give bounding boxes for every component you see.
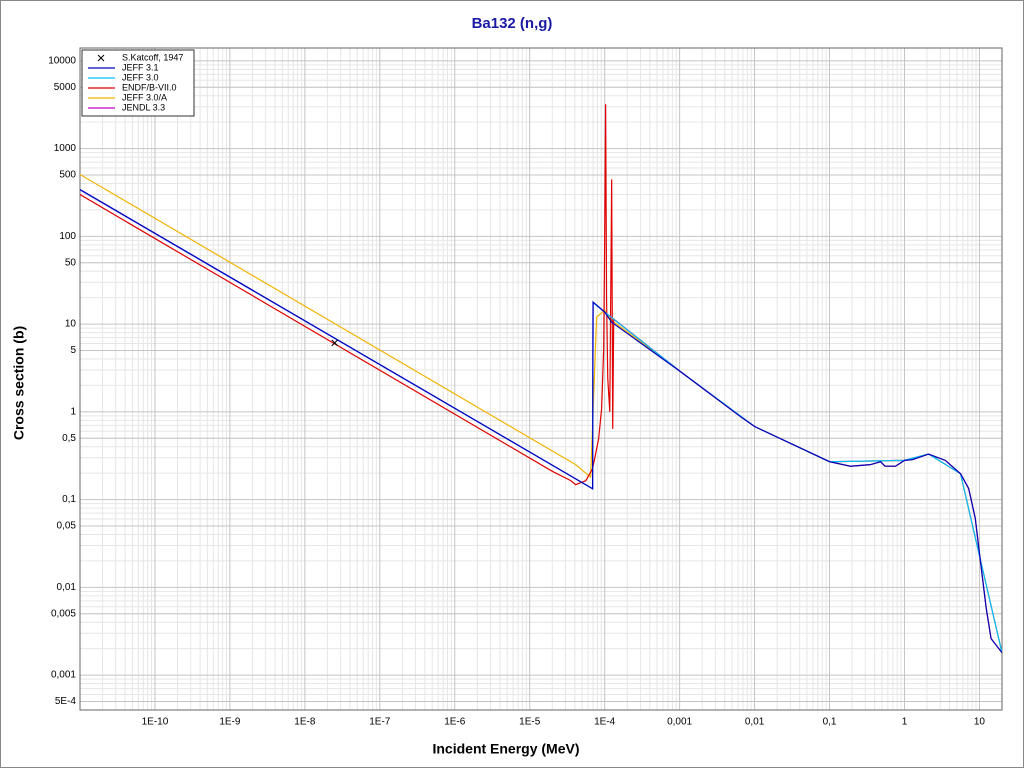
x-tick-label: 1E-9: [219, 717, 241, 728]
y-tick-label: 0,1: [62, 494, 76, 505]
series-line: [80, 188, 1002, 654]
chart-title: Ba132 (n,g): [472, 15, 553, 32]
y-tick-label: 5: [70, 345, 76, 356]
x-tick-label: 1: [902, 717, 908, 728]
legend-label: JEFF 3.0/A: [122, 92, 167, 102]
legend-box: [81, 49, 195, 117]
legend-label: JENDL 3.3: [122, 102, 165, 112]
plot-border: [79, 47, 1003, 711]
x-tick-label: 0,001: [667, 717, 692, 728]
y-tick-label: 10: [65, 319, 77, 330]
y-tick-label: 1000: [54, 143, 77, 154]
y-tick-label: 0,05: [57, 521, 77, 532]
y-tick-label: 0,005: [51, 608, 76, 619]
plot-background: [80, 48, 1002, 710]
y-tick-label: 1: [70, 406, 76, 417]
y-tick-label: 50: [65, 257, 77, 268]
legend-label: JEFF 3.1: [122, 62, 159, 72]
data-point: [331, 339, 339, 347]
x-tick-label: 1E-7: [369, 717, 391, 728]
plot-area: [80, 104, 1002, 654]
legend-label: ENDF/B-VII.0: [122, 82, 177, 92]
y-tick-label: 10000: [48, 55, 76, 66]
x-tick-label: 10: [974, 717, 986, 728]
y-tick-label: 500: [59, 170, 76, 181]
y-tick-label: 5000: [54, 82, 77, 93]
y-tick-label: 5E-4: [55, 696, 77, 707]
grid: 1E-10 1E-9 1E-8 1E-7 1E-6 1E-5 1E-4 0,001 0,01 0,…: [48, 47, 1003, 728]
x-axis-label: Incident Energy (MeV): [432, 741, 579, 757]
y-tick-label: 0,001: [51, 670, 76, 681]
x-tick-label: 1E-5: [519, 717, 541, 728]
y-tick-label: 100: [59, 231, 76, 242]
x-tick-label: 1E-10: [142, 717, 169, 728]
legend-label: JEFF 3.0: [122, 72, 159, 82]
y-tick-label: 0,5: [62, 433, 76, 444]
x-tick-label: 0,01: [745, 717, 765, 728]
legend-label: S.Katcoff, 1947: [122, 52, 183, 62]
x-tick-label: 1E-8: [294, 717, 316, 728]
x-tick-label: 1E-4: [594, 717, 616, 728]
x-tick-label: 0,1: [823, 717, 837, 728]
y-axis-label: Cross section (b): [11, 326, 27, 440]
y-tick-label: 0,01: [57, 582, 77, 593]
x-tick-label: 1E-6: [444, 717, 466, 728]
legend-marker: [97, 54, 105, 62]
